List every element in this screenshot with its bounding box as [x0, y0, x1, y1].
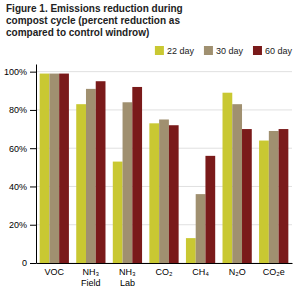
- bar: [169, 125, 179, 263]
- tick-mark: [30, 186, 36, 187]
- legend-item: 60 day: [253, 46, 293, 56]
- tick-mark: [30, 148, 36, 149]
- axis-line: [37, 263, 293, 264]
- bar: [132, 87, 142, 263]
- axis-line: [36, 65, 37, 264]
- tick-label: NH₃Field: [81, 267, 101, 288]
- tick-label: 60%: [9, 144, 27, 154]
- tick-mark: [30, 110, 36, 111]
- tick-label: 40%: [9, 182, 27, 192]
- bar: [269, 131, 279, 263]
- tick-label: 100%: [4, 67, 27, 77]
- tick: 0: [22, 258, 36, 268]
- tick-label: VOC: [45, 267, 65, 277]
- bar: [113, 162, 123, 263]
- tick-label: 0: [22, 258, 27, 268]
- bar: [86, 89, 96, 263]
- tick: CH₄: [192, 267, 209, 277]
- tick: CO₂e: [263, 267, 285, 277]
- bar: [196, 194, 206, 263]
- tick-label-line: VOC: [45, 267, 65, 277]
- grid-line: [36, 71, 292, 72]
- tick: NH₃Field: [81, 267, 101, 288]
- tick-label: CH₄: [192, 267, 209, 277]
- bar: [232, 104, 242, 263]
- title: Figure 1. Emissions reduction duringcomp…: [6, 3, 183, 38]
- tick-label: 80%: [9, 105, 27, 115]
- bar: [242, 129, 252, 263]
- bar: [159, 119, 169, 263]
- tick-label: CO₂: [156, 267, 174, 277]
- bar: [259, 141, 269, 263]
- legend-item: 22 day: [155, 46, 195, 56]
- tick-label: N₂O: [229, 267, 246, 277]
- bar: [76, 104, 86, 263]
- tick-label-line: CO₂: [156, 267, 174, 277]
- bar: [223, 93, 233, 263]
- title-line: Figure 1. Emissions reduction during: [6, 3, 183, 14]
- tick: 60%: [9, 144, 36, 154]
- grid-line: [36, 109, 292, 110]
- bar: [40, 74, 50, 263]
- tick-mark: [30, 225, 36, 226]
- bar: [279, 129, 289, 263]
- title-line: compared to control windrow): [6, 27, 149, 38]
- bar: [205, 156, 215, 263]
- tick: 80%: [9, 105, 36, 115]
- tick-label-line: N₂O: [229, 267, 246, 277]
- tick: N₂O: [229, 267, 246, 277]
- bar: [149, 123, 159, 263]
- bars: [40, 74, 289, 263]
- legend-label: 30 day: [216, 46, 244, 56]
- bar-series: [40, 74, 269, 263]
- chart: Figure 1. Emissions reduction duringcomp…: [0, 0, 300, 297]
- bar: [49, 74, 59, 263]
- bar: [96, 81, 106, 263]
- tick: VOC: [45, 267, 65, 277]
- tick-label-line: Lab: [120, 278, 135, 288]
- x-axis: VOCNH₃FieldNH₃LabCO₂CH₄N₂OCO₂e: [37, 264, 293, 289]
- tick-label-line: NH₃: [83, 267, 100, 277]
- bar: [186, 238, 196, 263]
- bar-series: [59, 74, 288, 263]
- tick-label-line: CO₂e: [263, 267, 285, 277]
- tick-mark: [30, 263, 36, 264]
- bar-series: [49, 74, 278, 263]
- legend-label: 22 day: [167, 46, 195, 56]
- tick-label: CO₂e: [263, 267, 285, 277]
- legend-swatch: [204, 46, 213, 55]
- tick: CO₂: [156, 267, 174, 277]
- legend-swatch: [253, 46, 262, 55]
- tick-label: NH₃Lab: [119, 267, 136, 288]
- legend-swatch: [155, 46, 164, 55]
- grid: [36, 72, 292, 263]
- tick-mark: [30, 72, 36, 73]
- tick: 100%: [4, 67, 36, 77]
- legend: 22 day 30 day 60 day: [155, 46, 293, 56]
- plot: 020%40%60%80%100%VOCNH₃FieldNH₃LabCO₂CH₄…: [4, 65, 293, 289]
- legend-label: 60 day: [265, 46, 293, 56]
- tick-label-line: NH₃: [119, 267, 136, 277]
- tick-label: 20%: [9, 220, 27, 230]
- legend-item: 30 day: [204, 46, 244, 56]
- bar: [123, 102, 133, 263]
- tick-label-line: CH₄: [192, 267, 209, 277]
- tick: 20%: [9, 220, 36, 230]
- title-line: compost cycle (percent reduction as: [6, 15, 180, 26]
- tick: 40%: [9, 182, 36, 192]
- y-axis: 0 20% 40% 60% 80% 100%: [4, 65, 37, 269]
- tick-label-line: Field: [81, 278, 101, 288]
- tick: NH₃Lab: [119, 267, 136, 288]
- bar: [59, 74, 69, 263]
